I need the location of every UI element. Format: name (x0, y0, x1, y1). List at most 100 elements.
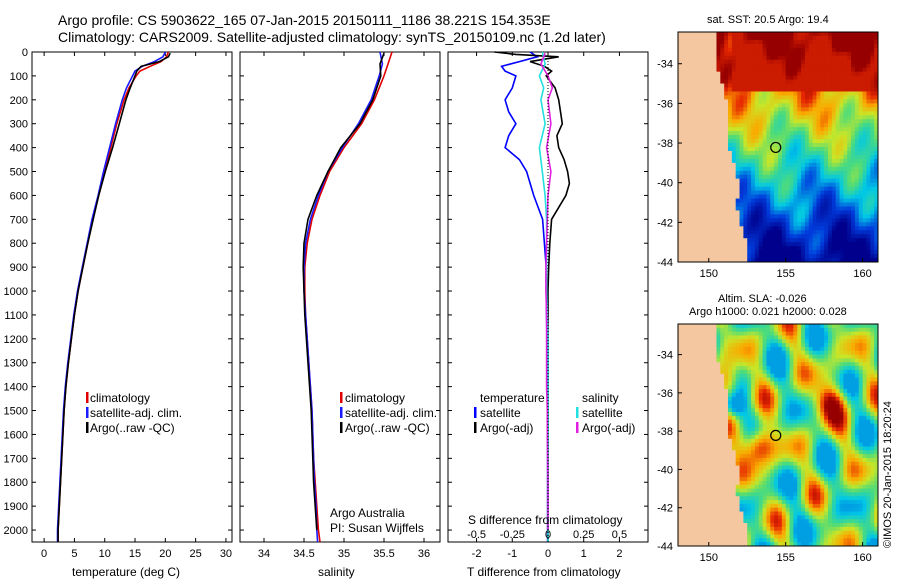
map-cell (708, 202, 714, 207)
map-cell (678, 107, 683, 112)
map-cell (858, 51, 864, 57)
map-cell (678, 446, 683, 451)
map-cell (816, 427, 821, 432)
map-cell (831, 254, 837, 259)
map-cell (793, 43, 798, 49)
map-cell (685, 178, 690, 184)
map-cell (874, 99, 879, 104)
map-cell (843, 55, 848, 61)
map-cell (785, 194, 790, 199)
map-cell (843, 150, 848, 156)
map-cell (804, 87, 810, 92)
map-cell (816, 404, 821, 409)
map-cell (847, 83, 852, 88)
map-cell (862, 32, 867, 37)
map-cell (704, 119, 710, 124)
map-cell (735, 442, 740, 447)
map-cell (774, 423, 779, 428)
map-cell (704, 222, 710, 227)
map-cell (858, 222, 864, 227)
map-cell (739, 427, 744, 432)
map-cell (770, 346, 775, 352)
map-cell (831, 242, 837, 247)
map-cell (816, 170, 821, 176)
map-cell (874, 385, 879, 390)
map-cell (701, 147, 706, 152)
map-cell (858, 343, 864, 348)
map-cell (770, 147, 775, 152)
map-cell (866, 63, 871, 69)
map-cell (720, 258, 725, 263)
map-cell (758, 331, 764, 336)
map-cell (866, 238, 871, 243)
map-cell (770, 246, 775, 251)
map-cell (724, 107, 729, 112)
map-cell (831, 214, 837, 219)
map-cell (774, 162, 779, 168)
map-cell (678, 166, 683, 172)
map-cell (793, 71, 798, 77)
legend-color-mark (340, 407, 343, 418)
map-cell (678, 55, 683, 61)
map-cell (766, 210, 771, 215)
ytick-label: 800 (10, 238, 28, 250)
map-cell (835, 324, 840, 329)
map-cell (708, 238, 714, 243)
map-cell (704, 178, 710, 184)
map-cell (758, 226, 764, 231)
map-cell (820, 242, 825, 247)
map-cell (808, 343, 814, 348)
map-cell (678, 143, 683, 148)
map-cell (858, 111, 864, 116)
map-cell (720, 59, 725, 65)
map-cell (866, 242, 871, 247)
map-cell (754, 107, 760, 112)
map-cell (816, 67, 821, 73)
map-cell (866, 446, 871, 451)
map-cell (866, 210, 871, 215)
map-cell (851, 39, 856, 45)
map-cell (797, 339, 802, 344)
map-cell (701, 107, 706, 112)
map-cell (751, 67, 756, 73)
map-cell (808, 131, 814, 136)
map-cell (704, 55, 710, 61)
map-cell (735, 346, 740, 352)
map-cell (716, 91, 721, 96)
map-cell (816, 154, 821, 160)
map-cell (781, 67, 787, 73)
map-cell (839, 339, 844, 344)
map-cell (724, 446, 729, 451)
map-cell (766, 107, 771, 112)
map-cell (681, 154, 687, 160)
map-cell (762, 343, 767, 348)
map-cell (801, 242, 806, 247)
map-cell (731, 32, 737, 37)
map-cell (785, 358, 790, 363)
map-cell (747, 63, 752, 69)
map-cell (739, 373, 744, 378)
map-cell (751, 377, 756, 382)
map-cell (874, 389, 879, 394)
map-cell (816, 43, 821, 49)
map-cell (835, 139, 840, 144)
map-cell (685, 346, 690, 352)
map-cell (847, 198, 852, 203)
map-cell (685, 450, 690, 455)
map-cell (724, 99, 729, 104)
map-cell (708, 327, 714, 333)
map-cell (789, 373, 794, 378)
map-cell (766, 174, 771, 180)
map-cell (735, 242, 740, 247)
map-cell (754, 162, 760, 168)
map-cell (697, 43, 702, 49)
map-cell (701, 91, 706, 96)
map-cell (797, 446, 802, 451)
map-cell (812, 198, 817, 203)
map-cell (839, 35, 844, 41)
map-cell (851, 87, 856, 92)
map-cell (874, 35, 879, 41)
map-cell (701, 135, 706, 140)
map-cell (843, 158, 848, 164)
map-cell (847, 35, 852, 41)
